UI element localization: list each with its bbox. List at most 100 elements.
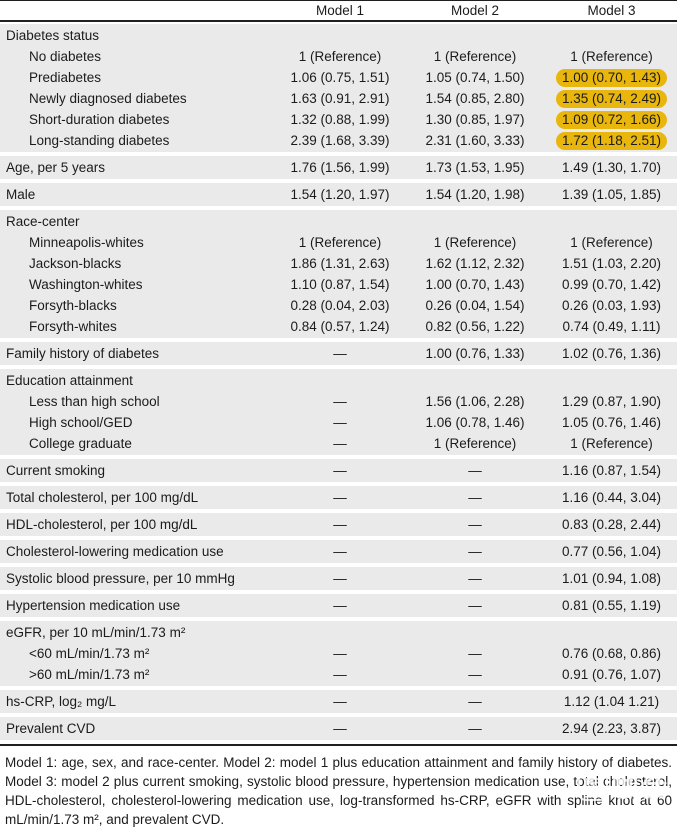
cell-value: — xyxy=(333,394,347,409)
table-row: Long-standing diabetes 2.39 (1.68, 3.39) 2… xyxy=(0,130,677,151)
row-label: Washington-whites xyxy=(29,277,143,292)
table-body: Diabetes status No diabetes 1 (Reference) 1… xyxy=(0,24,677,740)
highlighted-value: 1.09 (0.72, 1.66) xyxy=(555,110,668,129)
table-section: Male 1.54 (1.20, 1.97) 1.54 (1.20, 1.98) 1.… xyxy=(0,183,677,206)
column-header-model-3: Model 3 xyxy=(587,3,636,18)
cell-value: — xyxy=(468,646,482,661)
table-row: Diabetes status xyxy=(0,25,677,46)
table-row: Family history of diabetes — 1.00 (0.76, 1… xyxy=(0,343,677,364)
cell-value: 0.82 (0.56, 1.22) xyxy=(425,319,525,334)
cell-value: 0.84 (0.57, 1.24) xyxy=(290,319,390,334)
table-section: Age, per 5 years 1.76 (1.56, 1.99) 1.73 (1… xyxy=(0,156,677,179)
cell-value: 1.10 (0.87, 1.54) xyxy=(290,277,390,292)
cell-value: 1 (Reference) xyxy=(433,49,517,64)
cell-value: 1.51 (1.03, 2.20) xyxy=(561,256,662,271)
cell-value: — xyxy=(468,571,482,586)
table-row: Newly diagnosed diabetes 1.63 (0.91, 2.91… xyxy=(0,88,677,109)
table-row: Prediabetes 1.06 (0.75, 1.51) 1.05 (0.74, … xyxy=(0,67,677,88)
cell-value: — xyxy=(333,517,347,532)
cell-value: — xyxy=(468,667,482,682)
row-label: Prediabetes xyxy=(29,70,102,85)
cell-value: 0.74 (0.49, 1.11) xyxy=(562,319,661,334)
cell-value: 1 (Reference) xyxy=(298,235,382,250)
row-label: Total cholesterol, per 100 mg/dL xyxy=(6,490,199,505)
cell-value: 1.06 (0.78, 1.46) xyxy=(425,415,525,430)
cell-value: 1.30 (0.85, 1.97) xyxy=(425,112,525,127)
column-header-model-2: Model 2 xyxy=(450,3,500,18)
cell-value: 1.54 (1.20, 1.97) xyxy=(290,187,390,202)
table-row: No diabetes 1 (Reference) 1 (Reference) 1 (… xyxy=(0,46,677,67)
cell-value: — xyxy=(333,694,347,709)
cell-value: 1.29 (0.87, 1.90) xyxy=(561,394,662,409)
row-label: Forsyth-whites xyxy=(29,319,117,334)
table-section: HDL-cholesterol, per 100 mg/dL — — 0.83 (0.… xyxy=(0,513,677,536)
row-label: hs-CRP, log₂ mg/L xyxy=(6,694,117,709)
cell-value: 1.86 (1.31, 2.63) xyxy=(290,256,390,271)
table-row: Jackson-blacks 1.86 (1.31, 2.63) 1.62 (1.1… xyxy=(0,253,677,274)
cell-value: 1.06 (0.75, 1.51) xyxy=(290,70,390,85)
cell-value: 1 (Reference) xyxy=(298,49,382,64)
table-row: College graduate — 1 (Reference) 1 (Referen… xyxy=(0,433,677,454)
table-section: Diabetes status No diabetes 1 (Reference) 1… xyxy=(0,24,677,152)
table-section: hs-CRP, log₂ mg/L — — 1.12 (1.04 1.21) xyxy=(0,690,677,713)
row-label: Short-duration diabetes xyxy=(29,112,170,127)
cell-value: 0.77 (0.56, 1.04) xyxy=(561,544,662,559)
row-label: No diabetes xyxy=(29,49,102,64)
table-row: Age, per 5 years 1.76 (1.56, 1.99) 1.73 (1… xyxy=(0,157,677,178)
cell-value: — xyxy=(468,490,482,505)
row-label: College graduate xyxy=(29,436,132,451)
cell-value: 1.00 (0.70, 1.43) xyxy=(546,68,677,87)
cell-value: 2.39 (1.68, 3.39) xyxy=(290,133,390,148)
row-label: Prevalent CVD xyxy=(6,721,96,736)
table-row: High school/GED — 1.06 (0.78, 1.46) 1.05 (0… xyxy=(0,412,677,433)
row-label: Education attainment xyxy=(6,373,133,388)
cell-value: 1.12 (1.04 1.21) xyxy=(563,694,660,709)
table-row: Hypertension medication use — — 0.81 (0.55,… xyxy=(0,595,677,616)
cell-value: 1.09 (0.72, 1.66) xyxy=(546,110,677,129)
row-label: Less than high school xyxy=(29,394,160,409)
table-header-row: Model 1 Model 2 Model 3 xyxy=(0,0,677,22)
table-row: Education attainment xyxy=(0,370,677,391)
table-row: Total cholesterol, per 100 mg/dL — — 1.16 (… xyxy=(0,487,677,508)
row-label: Male xyxy=(6,187,36,202)
cell-value: — xyxy=(468,463,482,478)
cell-value: 2.94 (2.23, 3.87) xyxy=(561,721,662,736)
cell-value: 1.72 (1.18, 2.51) xyxy=(546,131,677,150)
table-row: <60 mL/min/1.73 m² — — 0.76 (0.68, 0.86) xyxy=(0,643,677,664)
cell-value: — xyxy=(333,721,347,736)
cell-value: 1 (Reference) xyxy=(570,49,653,64)
cell-value: 1.62 (1.12, 2.32) xyxy=(425,256,525,271)
cell-value: 0.76 (0.68, 0.86) xyxy=(561,646,662,661)
row-label: Cholesterol-lowering medication use xyxy=(6,544,224,559)
cell-value: — xyxy=(333,598,347,613)
cell-value: 0.28 (0.04, 2.03) xyxy=(290,298,390,313)
table-row: hs-CRP, log₂ mg/L — — 1.12 (1.04 1.21) xyxy=(0,691,677,712)
cell-value: 0.91 (0.76, 1.07) xyxy=(561,667,662,682)
table-section: Education attainment Less than high schoo… xyxy=(0,369,677,455)
table-row: Race-center xyxy=(0,211,677,232)
table-section: eGFR, per 10 mL/min/1.73 m² <60 mL/min/1.… xyxy=(0,621,677,686)
table-row: >60 mL/min/1.73 m² — — 0.91 (0.76, 1.07) xyxy=(0,664,677,685)
table-row: HDL-cholesterol, per 100 mg/dL — — 0.83 (0.… xyxy=(0,514,677,535)
cell-value: — xyxy=(468,721,482,736)
row-label: eGFR, per 10 mL/min/1.73 m² xyxy=(6,625,186,640)
cell-value: — xyxy=(333,346,347,361)
table-section: Family history of diabetes — 1.00 (0.76, 1… xyxy=(0,342,677,365)
table-row: Male 1.54 (1.20, 1.97) 1.54 (1.20, 1.98) 1.… xyxy=(0,184,677,205)
table-section: Systolic blood pressure, per 10 mmHg — — 1.… xyxy=(0,567,677,590)
cell-value: — xyxy=(333,490,347,505)
row-label: Current smoking xyxy=(6,463,106,478)
cell-value: 0.81 (0.55, 1.19) xyxy=(561,598,662,613)
highlighted-value: 1.72 (1.18, 2.51) xyxy=(555,131,668,150)
row-label: Race-center xyxy=(6,214,80,229)
table-section: Cholesterol-lowering medication use — — 0.7… xyxy=(0,540,677,563)
table-section: Current smoking — — 1.16 (0.87, 1.54) xyxy=(0,459,677,482)
cell-value: — xyxy=(333,667,347,682)
table-row: Prevalent CVD — — 2.94 (2.23, 3.87) xyxy=(0,718,677,739)
row-label: Long-standing diabetes xyxy=(29,133,170,148)
cell-value: 1.05 (0.76, 1.46) xyxy=(561,415,662,430)
row-label: Systolic blood pressure, per 10 mmHg xyxy=(6,571,235,586)
column-header-model-1: Model 1 xyxy=(315,3,365,18)
cell-value: 1.32 (0.88, 1.99) xyxy=(290,112,390,127)
table-row: Short-duration diabetes 1.32 (0.88, 1.99)… xyxy=(0,109,677,130)
